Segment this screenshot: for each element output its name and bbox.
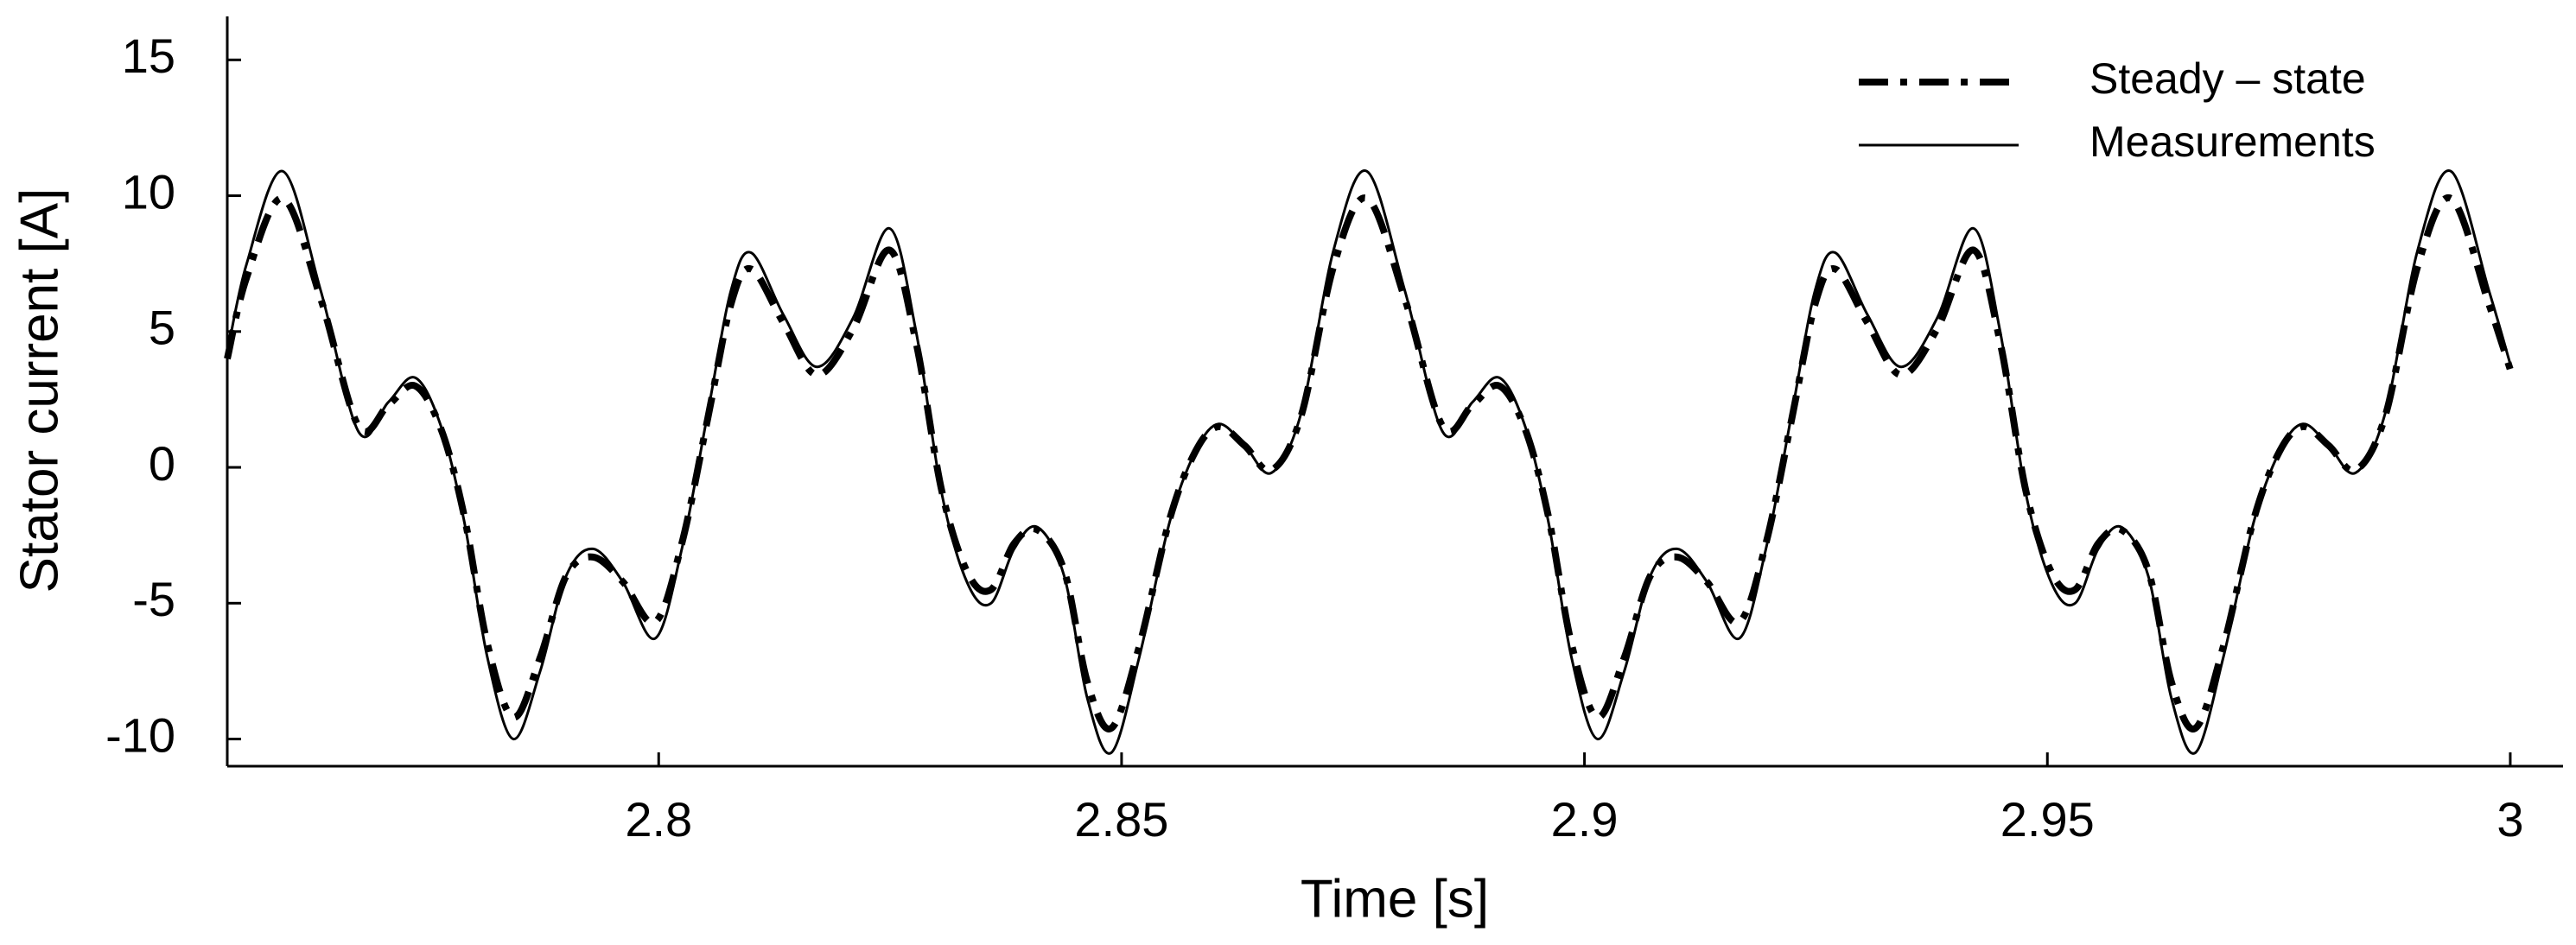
y-tick-label: -5	[132, 572, 175, 626]
x-tick-label: 2.95	[2000, 792, 2095, 847]
y-tick-label: 5	[149, 301, 175, 355]
y-tick-label: 15	[122, 29, 175, 83]
y-tick-label: 10	[122, 164, 175, 219]
legend-label: Measurements	[2089, 117, 2376, 166]
y-tick-label: -10	[105, 707, 175, 762]
x-tick-label: 3	[2496, 792, 2523, 847]
legend-label: Steady – state	[2089, 54, 2366, 103]
x-tick-label: 2.8	[625, 792, 692, 847]
x-tick-label: 2.85	[1074, 792, 1168, 847]
y-tick-label: 0	[149, 436, 175, 491]
x-axis-title: Time [s]	[1301, 869, 1489, 929]
x-tick-label: 2.9	[1551, 792, 1619, 847]
series-line	[226, 169, 2512, 755]
series-line	[224, 194, 2514, 733]
y-axis-title: Stator current [A]	[10, 188, 69, 593]
